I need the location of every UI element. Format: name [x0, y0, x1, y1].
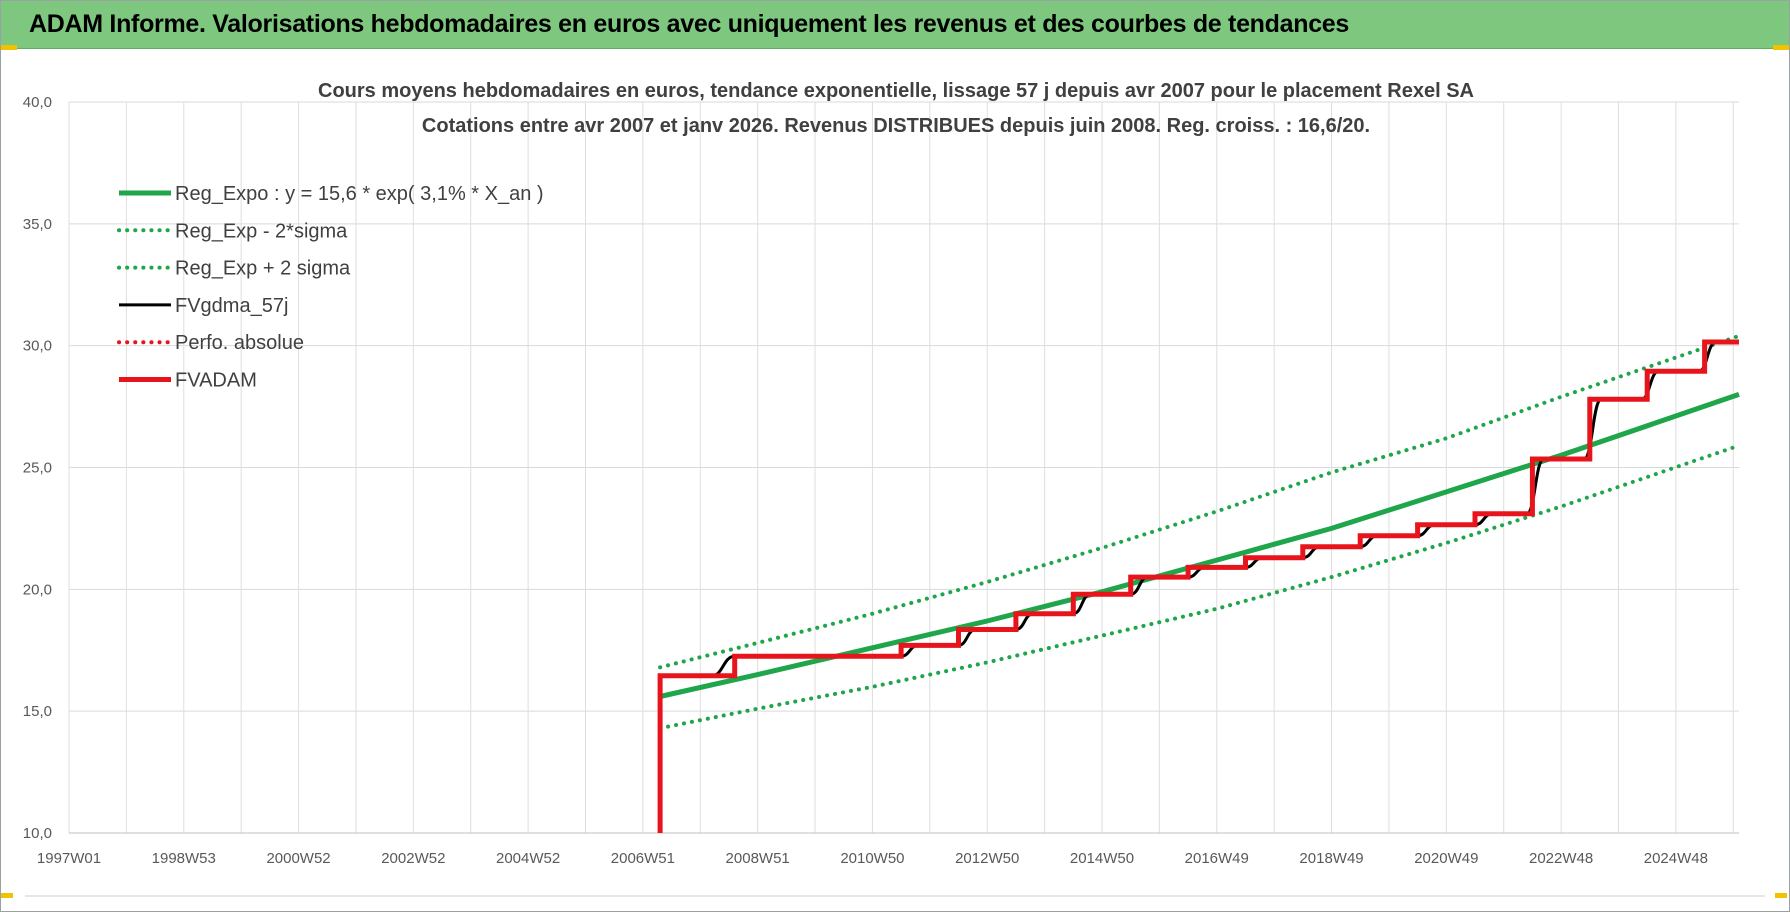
chart-titles: Cours moyens hebdomadaires en euros, ten… — [318, 80, 1474, 137]
y-tick-label: 10,0 — [23, 825, 52, 842]
legend-label-3: FVgdma_57j — [175, 295, 288, 317]
series-line-2 — [658, 333, 1741, 670]
y-tick-label: 40,0 — [23, 94, 52, 111]
x-tick-label: 2020W49 — [1414, 850, 1478, 867]
y-tick-label: 20,0 — [23, 581, 52, 598]
corner-marker-bottom-left — [1, 893, 13, 898]
x-tick-label: 2016W49 — [1185, 850, 1249, 867]
legend-label-4: Perfo. absolue — [175, 332, 304, 354]
x-tick-label: 2010W50 — [840, 850, 904, 867]
chart-grid — [68, 101, 1739, 834]
x-tick-label: 2000W52 — [266, 850, 330, 867]
legend-label-0: Reg_Expo : y = 15,6 * exp( 3,1% * X_an ) — [175, 183, 544, 205]
legend-label-1: Reg_Exp - 2*sigma — [175, 220, 348, 242]
chart-series — [657, 333, 1741, 833]
legend-label-2: Reg_Exp + 2 sigma — [175, 258, 351, 280]
series-line-3 — [660, 340, 1739, 678]
footer-divider — [25, 895, 1765, 897]
x-tick-label: 2004W52 — [496, 850, 560, 867]
series-line-0 — [659, 392, 1740, 699]
x-tick-label: 2014W50 — [1070, 850, 1134, 867]
chart-legend: Reg_Expo : y = 15,6 * exp( 3,1% * X_an )… — [117, 183, 544, 392]
y-tick-label: 35,0 — [23, 216, 52, 233]
corner-marker-bottom-right — [1775, 893, 1787, 898]
x-tick-label: 1998W53 — [152, 850, 216, 867]
corner-marker-top-right — [1773, 45, 1789, 50]
x-tick-label: 1997W01 — [37, 850, 101, 867]
series-line-5 — [657, 339, 1739, 833]
x-tick-label: 2006W51 — [611, 850, 675, 867]
y-tick-label: 25,0 — [23, 460, 52, 477]
y-tick-label: 15,0 — [23, 703, 52, 720]
x-tick-label: 2024W48 — [1644, 850, 1708, 867]
x-tick-label: 2012W50 — [955, 850, 1019, 867]
x-tick-label: 2002W52 — [381, 850, 445, 867]
x-tick-label: 2018W49 — [1299, 850, 1363, 867]
x-tick-label: 2022W48 — [1529, 850, 1593, 867]
report-title: ADAM Informe. Valorisations hebdomadaire… — [29, 10, 1350, 38]
series-line-1 — [658, 443, 1741, 731]
y-tick-label: 30,0 — [23, 338, 52, 355]
corner-marker-top-left — [1, 45, 17, 50]
axis-tick-labels: 10,0 15,0 20,0 25,0 30,0 35,0 40,0 1997W01 1998W… — [23, 94, 1708, 867]
x-tick-label: 2008W51 — [726, 850, 790, 867]
chart-title: Cours moyens hebdomadaires en euros, ten… — [318, 80, 1474, 102]
chart-subtitle: Cotations entre avr 2007 et janv 2026. R… — [422, 115, 1370, 137]
report-banner: ADAM Informe. Valorisations hebdomadaire… — [1, 1, 1789, 49]
legend-label-5: FVADAM — [175, 370, 257, 392]
